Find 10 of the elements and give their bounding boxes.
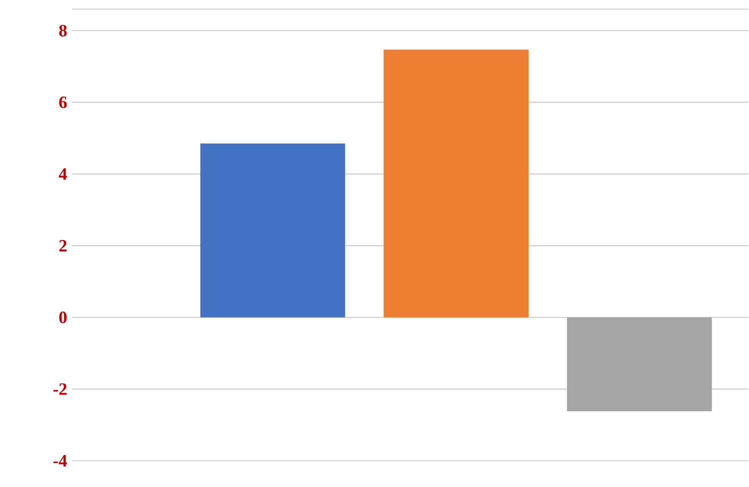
bar — [567, 318, 712, 412]
bar — [384, 50, 528, 318]
y-tick-label: -4 — [53, 455, 67, 467]
y-tick-label: -2 — [53, 383, 66, 395]
bar — [200, 144, 346, 318]
y-tick-label: 8 — [59, 24, 67, 37]
y-tick-label: 0 — [59, 312, 67, 324]
y-tick-label: 4 — [58, 168, 67, 180]
y-tick-label: 6 — [59, 96, 67, 108]
y-tick-label: 2 — [59, 240, 66, 252]
